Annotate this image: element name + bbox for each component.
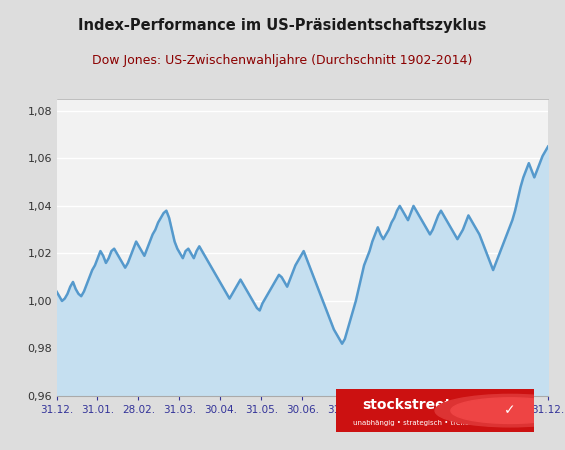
Circle shape bbox=[451, 398, 565, 423]
Text: ✓: ✓ bbox=[505, 404, 516, 418]
Text: unabhängig • strategisch • treffsicher: unabhängig • strategisch • treffsicher bbox=[353, 419, 486, 426]
Circle shape bbox=[435, 394, 565, 427]
Text: Index-Performance im US-Präsidentschaftszyklus: Index-Performance im US-Präsidentschafts… bbox=[79, 18, 486, 33]
Text: stockstreet.de: stockstreet.de bbox=[362, 399, 476, 413]
Text: Dow Jones: US-Zwischenwahljahre (Durchschnitt 1902-2014): Dow Jones: US-Zwischenwahljahre (Durchsc… bbox=[92, 54, 473, 67]
FancyBboxPatch shape bbox=[336, 389, 534, 432]
